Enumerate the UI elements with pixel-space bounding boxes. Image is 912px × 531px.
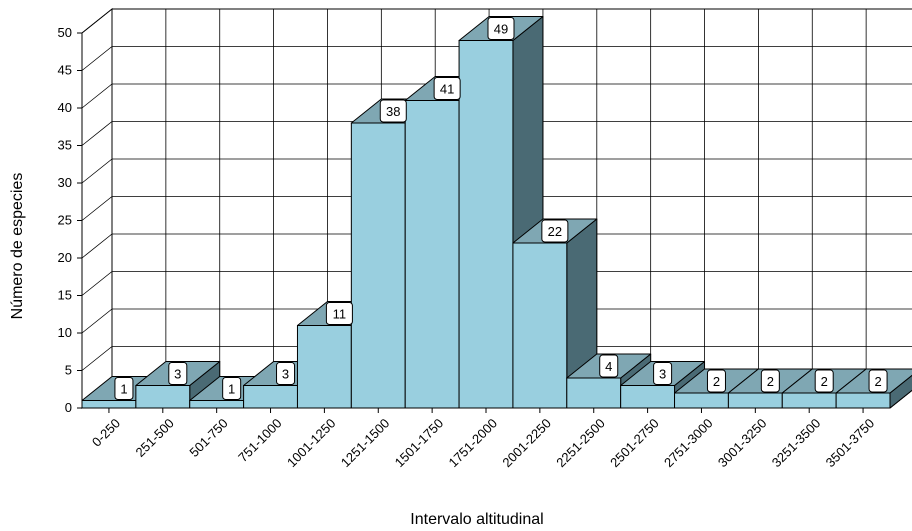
data-label-box xyxy=(379,99,407,123)
x-axis-ticks: 0-250 251-500 501-750 751-1000 1001-1250 1251… xyxy=(89,408,877,470)
data-label: 1 xyxy=(222,377,242,400)
data-label-text: 1 xyxy=(120,382,127,397)
y-axis-ticks: 0 5 10 15 20 25 30 35 40 45 50 xyxy=(58,25,82,415)
bar-front xyxy=(835,392,891,409)
data-label-text: 49 xyxy=(494,22,508,37)
data-label: 2 xyxy=(706,369,726,393)
data-label-box xyxy=(814,369,834,393)
bar-front xyxy=(135,385,191,409)
x-tick-label: 501-750 xyxy=(186,416,230,460)
data-label-box xyxy=(433,77,461,100)
data-label-text: 38 xyxy=(386,104,400,119)
y-axis-title: Número de especies xyxy=(9,173,26,320)
bar-front xyxy=(727,392,783,409)
y-tick-label: 50 xyxy=(58,25,72,40)
x-tick-label: 1251-1500 xyxy=(338,416,393,471)
bar-front xyxy=(350,122,406,409)
y-tick-label: 35 xyxy=(58,138,72,153)
data-label-text: 2 xyxy=(874,374,881,389)
data-label: 3 xyxy=(276,362,296,385)
data-label: 11 xyxy=(325,302,353,325)
x-tick-label: 2001-2250 xyxy=(499,416,554,471)
data-label: 3 xyxy=(168,362,188,385)
x-tick-label: 251-500 xyxy=(133,416,177,460)
data-label-text: 2 xyxy=(713,374,720,389)
y-tick-label: 15 xyxy=(58,288,72,303)
data-label: 1 xyxy=(114,377,134,400)
data-label: 41 xyxy=(433,77,461,100)
data-label-text: 2 xyxy=(821,374,828,389)
data-label-box xyxy=(868,369,888,393)
bar-front xyxy=(781,392,837,409)
data-label-text: 3 xyxy=(282,367,289,382)
data-label: 4 xyxy=(599,354,619,378)
data-label: 38 xyxy=(379,99,407,123)
bar-front xyxy=(620,385,676,409)
x-tick-label: 1501-1750 xyxy=(392,416,447,471)
x-tick-label: 2501-2750 xyxy=(607,416,662,471)
data-label-text: 11 xyxy=(333,307,347,322)
bar-front xyxy=(404,100,460,409)
data-label-box xyxy=(599,354,619,378)
x-tick-label: 2251-2500 xyxy=(553,416,608,471)
data-label-box xyxy=(114,377,134,400)
data-label-box xyxy=(168,362,188,385)
bar-front xyxy=(566,377,622,409)
y-tick-label: 30 xyxy=(58,175,72,190)
data-label-text: 4 xyxy=(605,359,612,374)
bar-front xyxy=(674,392,729,409)
x-tick-label: 3001-3250 xyxy=(715,416,770,471)
bars xyxy=(81,16,912,409)
x-tick-label: 2751-3000 xyxy=(661,416,716,471)
data-label-box xyxy=(325,302,353,325)
y-tick-label: 10 xyxy=(58,325,72,340)
data-label-box xyxy=(706,369,726,393)
x-tick-label: 3501-3750 xyxy=(823,416,878,471)
data-label-box xyxy=(222,377,242,400)
data-label: 3 xyxy=(653,362,673,385)
y-tick-label: 20 xyxy=(58,250,72,265)
data-label-box xyxy=(541,219,569,243)
y-tick-label: 5 xyxy=(65,363,72,378)
bar-front xyxy=(243,385,298,409)
y-tick-label: 40 xyxy=(58,100,72,115)
x-tick-label: 1751-2000 xyxy=(446,416,501,471)
data-label-text: 3 xyxy=(659,367,666,382)
data-label-text: 41 xyxy=(440,82,454,97)
y-tick-label: 0 xyxy=(65,400,72,415)
x-tick-label: 751-1000 xyxy=(235,416,284,465)
data-label: 22 xyxy=(541,219,569,243)
data-label-box xyxy=(276,362,296,385)
bar-front xyxy=(458,40,514,409)
data-label-text: 2 xyxy=(767,374,774,389)
y-tick-label: 45 xyxy=(58,63,72,78)
data-label-box xyxy=(653,362,673,385)
x-tick-label: 3251-3500 xyxy=(769,416,824,471)
data-label: 2 xyxy=(814,369,834,393)
data-label-box xyxy=(487,17,515,40)
data-label: 2 xyxy=(868,369,888,393)
x-axis-title: Intervalo altitudinal xyxy=(410,511,543,528)
data-label-text: 22 xyxy=(548,224,562,239)
y-tick-label: 25 xyxy=(58,213,72,228)
bar-front xyxy=(512,242,568,409)
bar-front xyxy=(189,400,245,409)
data-label-text: 1 xyxy=(228,382,235,397)
data-label: 49 xyxy=(487,17,515,40)
data-label-text: 3 xyxy=(174,367,181,382)
x-tick-label: 0-250 xyxy=(89,416,123,450)
bar-front xyxy=(81,400,137,409)
data-label: 2 xyxy=(760,369,780,393)
x-tick-label: 1001-1250 xyxy=(284,416,339,471)
data-label-box xyxy=(760,369,780,393)
bar-front xyxy=(296,325,352,409)
